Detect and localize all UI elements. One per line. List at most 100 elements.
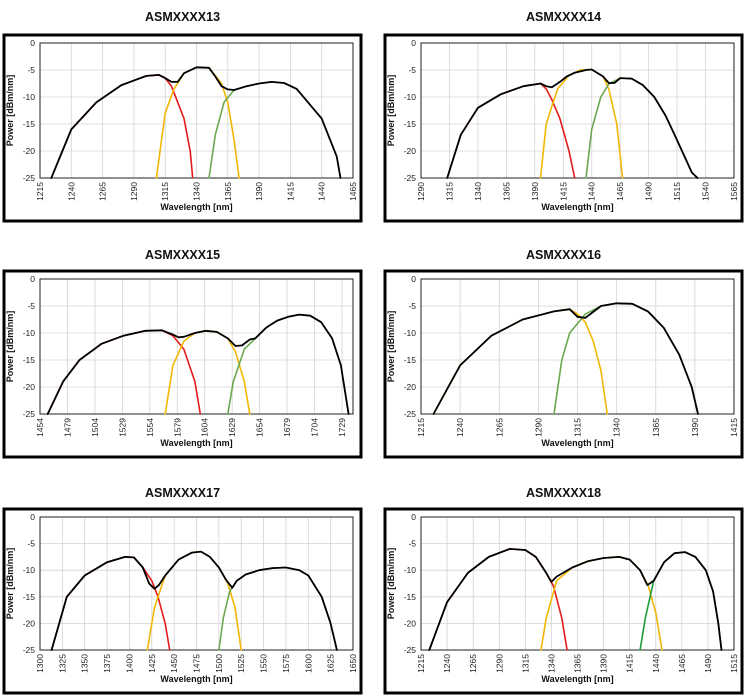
x-tick-label: 1454 [35,418,45,437]
gridlines [39,42,354,179]
y-tick-label: 0 [411,274,416,284]
x-tick-label: 1515 [672,182,682,201]
y-tick-label: -25 [23,173,36,183]
y-tick-label: -5 [27,539,35,549]
y-tick-label: -25 [404,645,417,655]
x-tick-label: 1550 [259,654,269,673]
x-axis-label: Wavelength [nm] [541,438,613,448]
x-tick-label: 1315 [160,182,170,201]
plot-border [420,516,735,651]
plot-area: 0 -5 -10 -15 -20 -25 1290 1315 1340 1365 1390 1415 1… [381,33,746,223]
y-tick-label: -20 [23,382,36,392]
x-tick-label: 1679 [282,418,292,437]
y-axis-label: Power [dBm/nm] [386,75,396,147]
x-tick-label: 1600 [303,654,313,673]
x-tick-label: 1465 [348,182,358,201]
x-tick-label: 1290 [494,654,504,673]
y-tick-label: -5 [408,539,416,549]
plot-border [39,42,354,179]
x-tick-label: 1704 [310,418,320,437]
y-tick-label: -10 [23,565,36,575]
y-axis-label: Power [dBm/nm] [386,311,396,383]
y-tick-label: -15 [404,355,417,365]
x-tick-label: 1240 [455,418,465,437]
chart-frame [2,33,363,223]
x-tick-label: 1390 [690,418,700,437]
x-axis-label: Wavelength [nm] [160,674,232,684]
x-tick-label: 1625 [326,654,336,673]
y-tick-label: -15 [404,592,417,602]
x-axis-label: Wavelength [nm] [160,438,232,448]
x-tick-label: 1215 [35,182,45,201]
y-tick-label: -20 [404,618,417,628]
series-line-green [585,77,699,179]
plot-border [420,42,735,179]
y-tick-label: -15 [404,119,417,129]
y-tick-label: -10 [404,565,417,575]
x-tick-label: 1240 [442,654,452,673]
chart-title: ASMXXXX14 [525,10,602,24]
y-tick-label: -25 [404,409,417,419]
x-tick-label: 1490 [703,654,713,673]
y-tick-label: -20 [23,618,36,628]
x-tick-label: 1440 [317,182,327,201]
y-tick-label: -10 [23,328,36,338]
x-tick-label: 1365 [651,418,661,437]
x-tick-label: 1479 [62,418,72,437]
series-line-green [553,302,699,415]
y-tick-label: -25 [23,409,36,419]
chart-panel-2: ASMXXXX14 0 -5 -10 -15 -20 -25 1290 1315 1340 136… [381,0,746,225]
y-axis-label: Power [dBm/nm] [5,311,15,383]
x-tick-label: 1440 [587,182,597,201]
x-tick-label: 1450 [169,654,179,673]
y-tick-label: -5 [27,65,35,75]
x-tick-label: 1265 [494,418,504,437]
series-line-total [428,548,723,651]
x-tick-label: 1325 [57,654,67,673]
x-tick-label: 1579 [172,418,182,437]
y-tick-label: -5 [408,301,416,311]
x-tick-label: 1315 [444,182,454,201]
x-tick-label: 1500 [214,654,224,673]
plot-border [39,278,354,415]
x-tick-label: 1540 [701,182,711,201]
x-tick-label: 1554 [145,418,155,437]
x-tick-label: 1365 [573,654,583,673]
x-tick-label: 1290 [416,182,426,201]
x-tick-label: 1440 [651,654,661,673]
y-axis-label: Power [dBm/nm] [5,75,15,147]
x-tick-label: 1515 [729,654,739,673]
chart-title: ASMXXXX16 [525,248,602,262]
y-tick-label: 0 [411,512,416,522]
x-tick-label: 1565 [729,182,739,201]
series-line-red [50,74,194,179]
gridlines [420,278,735,415]
chart-panel-4: ASMXXXX16 0 -5 -10 -15 -20 -25 1215 1240 1265 129… [381,240,746,465]
x-tick-label: 1504 [90,418,100,437]
y-tick-label: -25 [23,645,36,655]
series-line-yellow [432,308,608,415]
chart-panel-5: ASMXXXX17 0 -5 -10 -15 -20 -25 1300 1325 1350 137… [0,478,365,697]
x-tick-label: 1525 [236,654,246,673]
x-tick-label: 1350 [80,654,90,673]
x-tick-label: 1215 [416,654,426,673]
series-line-yellow [540,556,663,651]
series-line-total [432,302,699,415]
x-tick-label: 1654 [255,418,265,437]
chart-frame [2,507,363,695]
x-tick-label: 1375 [102,654,112,673]
y-tick-label: -10 [404,92,417,102]
x-tick-label: 1529 [117,418,127,437]
series-line-green [227,313,350,415]
x-axis-label: Wavelength [nm] [541,674,613,684]
series-line-total [50,66,342,179]
series-line-total [446,68,699,179]
x-tick-label: 1604 [200,418,210,437]
y-tick-label: -20 [404,146,417,156]
x-tick-label: 1415 [625,654,635,673]
y-tick-label: -25 [404,173,417,183]
